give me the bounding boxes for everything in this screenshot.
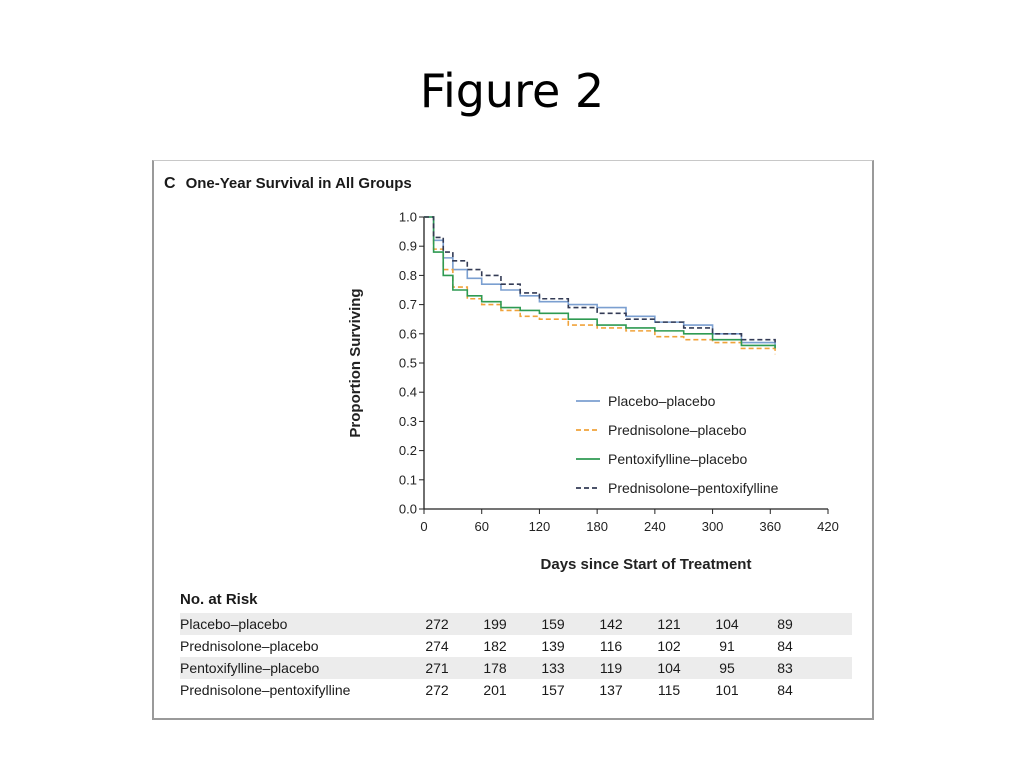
figure-panel: C One-Year Survival in All Groups 0.0 0.1 0…: [152, 160, 874, 720]
risk-cell: 101: [715, 682, 739, 698]
risk-cell: 121: [657, 616, 681, 632]
legend-label: Prednisolone–placebo: [608, 422, 747, 438]
y-tick-label: 0.0: [399, 502, 417, 517]
panel-title: One-Year Survival in All Groups: [185, 175, 412, 192]
risk-cell: 102: [657, 638, 681, 654]
risk-cell: 84: [777, 638, 793, 654]
risk-cell: 119: [599, 660, 623, 676]
risk-cell: 201: [483, 682, 507, 698]
x-tick-label: 240: [644, 519, 666, 534]
series-line: [424, 216, 776, 349]
risk-row: Placebo–placebo 272 199 159 142 121 104 …: [180, 613, 852, 635]
survival-chart: 0.0 0.1 0.2 0.3 0.4 0.5 0.6 0.7 0.8 0.9 1.0 0 60 120…: [347, 210, 839, 574]
risk-table: No. at Risk Placebo–placebo 272 199 159 …: [180, 589, 852, 701]
series-lines: [424, 216, 776, 355]
series-line: [424, 216, 776, 343]
risk-cell: 272: [425, 616, 449, 632]
risk-cell: 95: [719, 660, 735, 676]
y-tick-label: 0.9: [399, 239, 417, 254]
risk-cell: 133: [541, 660, 565, 676]
x-tick-label: 300: [702, 519, 724, 534]
y-tick-label: 0.8: [399, 268, 417, 283]
legend-label: Prednisolone–pentoxifylline: [608, 480, 779, 496]
y-tick-label: 0.3: [399, 414, 417, 429]
x-tick-label: 180: [586, 519, 608, 534]
risk-cell: 115: [657, 682, 681, 698]
risk-row-label: Pentoxifylline–placebo: [180, 660, 320, 676]
risk-row: Prednisolone–placebo 274 182 139 116 102…: [180, 635, 852, 657]
risk-cell: 272: [425, 682, 449, 698]
y-tick-label: 1.0: [399, 210, 417, 225]
risk-cell: 137: [599, 682, 623, 698]
x-axis-title: Days since Start of Treatment: [541, 556, 752, 573]
risk-cell: 139: [541, 638, 565, 654]
risk-row-label: Prednisolone–placebo: [180, 638, 319, 654]
legend: Placebo–placebo Prednisolone–placebo Pento…: [576, 393, 779, 496]
series-line: [424, 216, 776, 355]
risk-cell: 104: [715, 616, 739, 632]
risk-cell: 199: [483, 616, 507, 632]
risk-cell: 104: [657, 660, 681, 676]
y-tick-label: 0.1: [399, 472, 417, 487]
risk-cell: 116: [599, 638, 623, 654]
risk-cell: 83: [777, 660, 793, 676]
risk-cell: 91: [719, 638, 735, 654]
y-tick-label: 0.5: [399, 356, 417, 371]
x-tick-label: 0: [420, 519, 427, 534]
risk-row-label: Placebo–placebo: [180, 616, 288, 632]
y-tick-label: 0.6: [399, 326, 417, 341]
legend-label: Placebo–placebo: [608, 393, 716, 409]
slide-title: Figure 2: [419, 64, 605, 118]
y-axis: 0.0 0.1 0.2 0.3 0.4 0.5 0.6 0.7 0.8 0.9 1.0: [399, 210, 425, 517]
x-tick-label: 420: [817, 519, 839, 534]
risk-cell: 178: [483, 660, 507, 676]
risk-row-label: Prednisolone–pentoxifylline: [180, 682, 351, 698]
panel-header: C One-Year Survival in All Groups: [164, 175, 412, 193]
risk-row: Prednisolone–pentoxifylline 272 201 157 …: [180, 679, 852, 701]
risk-cell: 89: [777, 616, 793, 632]
y-tick-label: 0.2: [399, 443, 417, 458]
legend-label: Pentoxifylline–placebo: [608, 451, 748, 467]
x-tick-label: 360: [759, 519, 781, 534]
series-line: [424, 216, 776, 349]
risk-cell: 271: [425, 660, 449, 676]
risk-row: Pentoxifylline–placebo 271 178 133 119 1…: [180, 657, 852, 679]
x-axis: 0 60 120 180 240 300 360 420: [420, 508, 839, 534]
y-axis-title: Proportion Surviving: [347, 288, 364, 437]
x-tick-label: 60: [474, 519, 488, 534]
panel-letter: C: [164, 175, 176, 192]
risk-cell: 159: [541, 616, 565, 632]
risk-cell: 274: [425, 638, 449, 654]
risk-cell: 182: [483, 638, 507, 654]
x-tick-label: 120: [529, 519, 551, 534]
risk-table-title: No. at Risk: [180, 591, 258, 608]
risk-cell: 157: [541, 682, 565, 698]
y-tick-label: 0.4: [399, 385, 417, 400]
risk-cell: 84: [777, 682, 793, 698]
risk-cell: 142: [599, 616, 623, 632]
y-tick-label: 0.7: [399, 297, 417, 312]
